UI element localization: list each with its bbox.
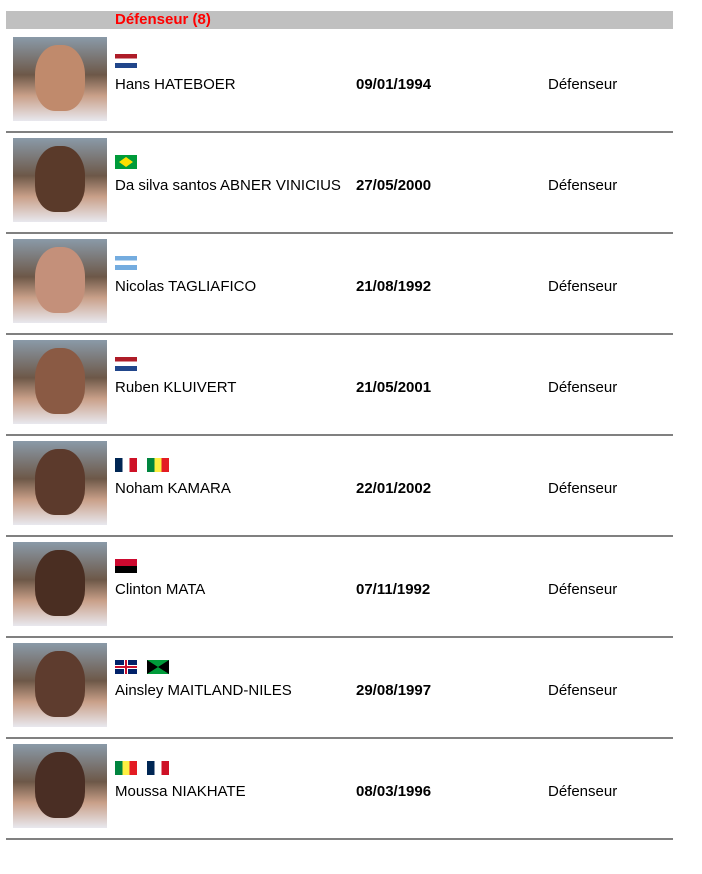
player-row: Hans HATEBOER 09/01/1994 Défenseur (6, 30, 673, 133)
player-name: Moussa NIAKHATE (115, 783, 246, 800)
player-name: Da silva santos ABNER VINICIUS (115, 177, 341, 194)
player-photo (13, 239, 107, 323)
player-row: Moussa NIAKHATE 08/03/1996 Défenseur (6, 737, 673, 840)
player-row: Noham KAMARA 22/01/2002 Défenseur (6, 434, 673, 537)
player-position: Défenseur (548, 76, 618, 93)
birth-date: 22/01/2002 (356, 480, 432, 497)
player-row: Da silva santos ABNER VINICIUS 27/05/200… (6, 131, 673, 234)
birth-date: 09/01/1994 (356, 76, 432, 93)
player-position: Défenseur (548, 581, 618, 598)
nationality-flags (115, 761, 169, 775)
section-title: Défenseur (8) (115, 11, 211, 28)
player-photo (13, 744, 107, 828)
player-photo (13, 37, 107, 121)
player-name: Noham KAMARA (115, 480, 231, 497)
player-position: Défenseur (548, 783, 618, 800)
birth-date: 27/05/2000 (356, 177, 432, 194)
nationality-flags (115, 458, 169, 472)
player-photo (13, 643, 107, 727)
player-name: Nicolas TAGLIAFICO (115, 278, 257, 295)
flag-gb-icon (115, 660, 137, 674)
player-photo (13, 340, 107, 424)
nationality-flags (115, 559, 137, 573)
birth-date: 07/11/1992 (356, 581, 431, 598)
player-photo (13, 542, 107, 626)
flag-fr-icon (147, 761, 169, 775)
flag-jm-icon (147, 660, 169, 674)
flag-br-icon (115, 155, 137, 169)
nationality-flags (115, 54, 137, 68)
player-position: Défenseur (548, 480, 618, 497)
section-header: Défenseur (8) (6, 11, 673, 29)
nationality-flags (115, 155, 137, 169)
birth-date: 21/08/1992 (356, 278, 432, 295)
flag-sn-icon (115, 761, 137, 775)
birth-date: 08/03/1996 (356, 783, 432, 800)
nationality-flags (115, 357, 137, 371)
flag-fr-icon (115, 458, 137, 472)
player-position: Défenseur (548, 278, 618, 295)
nationality-flags (115, 660, 169, 674)
player-position: Défenseur (548, 177, 618, 194)
nationality-flags (115, 256, 137, 270)
birth-date: 29/08/1997 (356, 682, 432, 699)
player-photo (13, 441, 107, 525)
player-name: Ainsley MAITLAND-NILES (115, 682, 292, 699)
player-photo (13, 138, 107, 222)
flag-sn-icon (147, 458, 169, 472)
player-name: Hans HATEBOER (115, 76, 236, 93)
flag-nl-icon (115, 54, 137, 68)
player-row: Ainsley MAITLAND-NILES 29/08/1997 Défens… (6, 636, 673, 739)
flag-ar-icon (115, 256, 137, 270)
flag-nl-icon (115, 357, 137, 371)
player-row: Clinton MATA 07/11/1992 Défenseur (6, 535, 673, 638)
player-row: Nicolas TAGLIAFICO 21/08/1992 Défenseur (6, 232, 673, 335)
player-position: Défenseur (548, 379, 618, 396)
player-name: Clinton MATA (115, 581, 206, 598)
flag-ao-icon (115, 559, 137, 573)
player-position: Défenseur (548, 682, 618, 699)
player-name: Ruben KLUIVERT (115, 379, 237, 396)
birth-date: 21/05/2001 (356, 379, 432, 396)
player-row: Ruben KLUIVERT 21/05/2001 Défenseur (6, 333, 673, 436)
